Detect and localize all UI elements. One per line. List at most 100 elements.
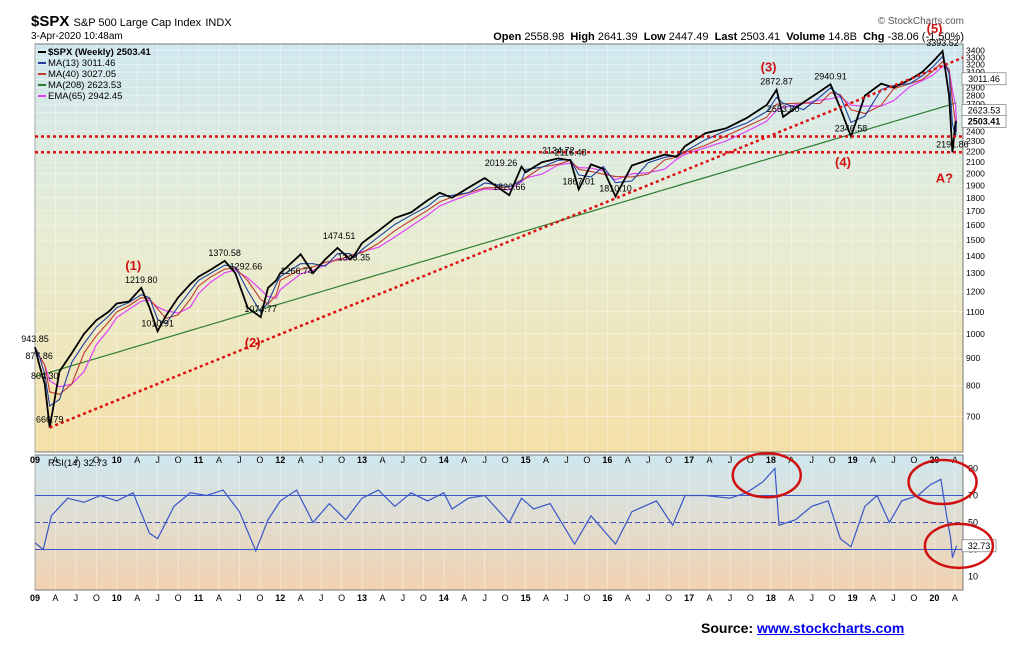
- x-tick-label: A: [707, 593, 713, 603]
- x-tick-label: O: [583, 593, 590, 603]
- x-tick-label: A: [870, 593, 876, 603]
- price-annotation: 1074.77: [244, 304, 277, 314]
- x-tick-label: O: [747, 593, 754, 603]
- index-name: S&P 500 Large Cap Index: [73, 17, 202, 29]
- chart-datetime: 3-Apr-2020 10:48am: [31, 31, 123, 42]
- rsi-last-value: 32.73: [961, 539, 997, 553]
- ma40-line: [34, 60, 958, 396]
- y-tick-label: 800: [966, 380, 980, 390]
- source-line: Source: www.stockcharts.com: [701, 620, 904, 636]
- y-tick-label: 2100: [966, 157, 985, 167]
- rsi-callout-ellipse: [731, 452, 803, 499]
- price-annotation: 1219.80: [125, 275, 158, 285]
- chart-title: $SPX S&P 500 Large Cap Index INDX: [31, 13, 232, 30]
- price-annotation: 1820.66: [493, 182, 526, 192]
- x-tick-label: O: [665, 593, 672, 603]
- credit: © StockCharts.com: [877, 16, 964, 27]
- x-tick-label: A: [298, 593, 304, 603]
- x-tick-label: A: [952, 593, 958, 603]
- rsi-last-value-text: 32.73: [968, 541, 991, 551]
- price-annotation: 877.86: [25, 351, 53, 361]
- x-tick-label: O: [338, 593, 345, 603]
- x-tick-label: A: [52, 593, 58, 603]
- rsi-y-tick-label: 90: [968, 464, 978, 474]
- price-annotation: 2019.26: [485, 158, 518, 168]
- last-value-box: [961, 72, 1007, 86]
- x-tick-label: A: [625, 593, 631, 603]
- last-value-label: 3011.46: [961, 72, 1007, 86]
- x-tick-label: 19: [848, 593, 858, 603]
- x-tick-label: 12: [275, 593, 285, 603]
- y-tick-label: 1700: [966, 206, 985, 216]
- price-annotation: 1474.51: [323, 231, 356, 241]
- y-tick-label: 3300: [966, 53, 985, 63]
- last-value-text: 3011.46: [968, 74, 1000, 84]
- price-annotation: 2116.48: [555, 147, 587, 157]
- y-tick-label: 3200: [966, 60, 985, 70]
- x-tick-label: J: [155, 593, 160, 603]
- x-tick-label: O: [256, 593, 263, 603]
- x-tick-label: O: [910, 593, 917, 603]
- x-tick-label: A: [134, 593, 140, 603]
- x-tick-label: 15: [521, 593, 531, 603]
- x-tick-label: 18: [766, 593, 776, 603]
- y-tick-label: 1300: [966, 268, 985, 278]
- price-annotation: 1010.91: [141, 318, 174, 328]
- last-value-text: 2503.41: [968, 117, 1001, 127]
- y-tick-label: 2700: [966, 99, 985, 109]
- y-tick-label: 1800: [966, 193, 985, 203]
- wave-label: A?: [936, 170, 953, 185]
- source-label: Source:: [701, 620, 754, 636]
- x-tick-label: O: [420, 593, 427, 603]
- y-tick-label: 900: [966, 353, 980, 363]
- x-tick-label: J: [646, 593, 651, 603]
- rsi-callout-ellipse: [923, 522, 995, 570]
- y-tick-label: 2400: [966, 126, 985, 136]
- rsi-legend: RSI(14) 32.73: [48, 458, 107, 469]
- x-tick-label: A: [461, 593, 467, 603]
- legend-entry: MA(40) 3027.05: [48, 69, 116, 80]
- x-tick-label: J: [564, 593, 569, 603]
- legend-entry: MA(13) 3011.46: [48, 58, 115, 69]
- price-annotation: 1266.74: [280, 266, 313, 276]
- legend-entry: EMA(65) 2942.45: [48, 91, 122, 102]
- x-tick-label: J: [891, 593, 896, 603]
- y-tick-label: 2200: [966, 146, 985, 156]
- price-line: [34, 49, 957, 428]
- x-tick-label: 16: [602, 593, 612, 603]
- ma208-line: [34, 102, 957, 378]
- price-panel-bg: [34, 43, 964, 453]
- x-tick-label: O: [502, 593, 509, 603]
- rsi-y-tick-label: 50: [968, 518, 978, 528]
- price-annotation: 943.85: [21, 334, 49, 344]
- source-link[interactable]: www.stockcharts.com: [757, 620, 905, 636]
- y-tick-label: 2900: [966, 83, 985, 93]
- last-value-text: 2623.53: [968, 106, 1001, 116]
- wave-label: (1): [125, 258, 141, 273]
- x-tick-label: 13: [357, 593, 367, 603]
- x-tick-label: O: [175, 593, 182, 603]
- y-tick-label: 1600: [966, 220, 985, 230]
- x-tick-label: O: [829, 593, 836, 603]
- price-annotation: 804.30: [31, 371, 59, 381]
- rsi-last-value-box: [961, 539, 997, 553]
- price-annotation: 2191.86: [936, 139, 969, 149]
- x-tick-label: A: [216, 593, 222, 603]
- ema65-line: [34, 65, 958, 388]
- y-tick-label: 1500: [966, 235, 985, 245]
- wave-label: (2): [245, 335, 261, 350]
- x-tick-label: 17: [684, 593, 694, 603]
- rsi-callout-ellipse: [907, 458, 978, 506]
- x-tick-label: 20: [929, 593, 939, 603]
- price-annotation: 1810.10: [599, 184, 632, 194]
- rsi-line: [34, 467, 958, 558]
- price-annotation: 1343.35: [338, 253, 371, 263]
- x-tick-label: J: [319, 593, 324, 603]
- price-annotation: 3393.52: [926, 38, 959, 48]
- y-tick-label: 2000: [966, 168, 985, 178]
- wave-label: (3): [761, 60, 777, 75]
- x-tick-label: J: [401, 593, 406, 603]
- y-tick-label: 1200: [966, 287, 985, 297]
- ohlc-bar: Open 2558.98 High 2641.39 Low 2447.49 La…: [493, 31, 964, 43]
